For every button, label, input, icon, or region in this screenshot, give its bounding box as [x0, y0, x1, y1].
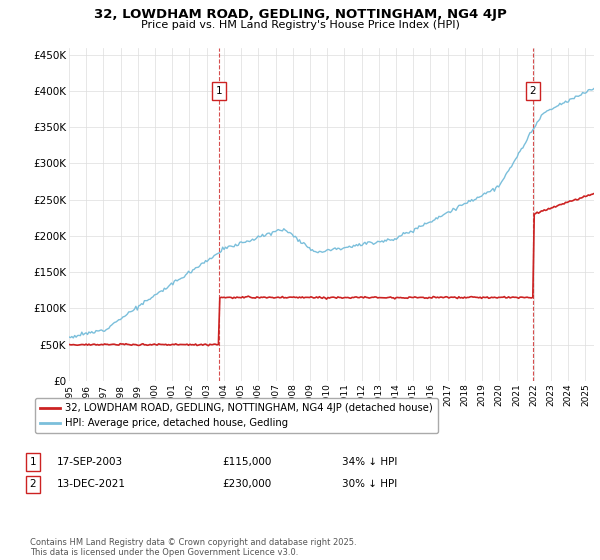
Text: 2: 2: [29, 479, 37, 489]
Text: Contains HM Land Registry data © Crown copyright and database right 2025.
This d: Contains HM Land Registry data © Crown c…: [30, 538, 356, 557]
Text: 34% ↓ HPI: 34% ↓ HPI: [342, 457, 397, 467]
Text: £230,000: £230,000: [222, 479, 271, 489]
Text: 1: 1: [29, 457, 37, 467]
Text: 13-DEC-2021: 13-DEC-2021: [57, 479, 126, 489]
Text: 2: 2: [530, 86, 536, 96]
Text: 30% ↓ HPI: 30% ↓ HPI: [342, 479, 397, 489]
Text: 1: 1: [216, 86, 223, 96]
Text: 32, LOWDHAM ROAD, GEDLING, NOTTINGHAM, NG4 4JP: 32, LOWDHAM ROAD, GEDLING, NOTTINGHAM, N…: [94, 8, 506, 21]
Text: Price paid vs. HM Land Registry's House Price Index (HPI): Price paid vs. HM Land Registry's House …: [140, 20, 460, 30]
Text: £115,000: £115,000: [222, 457, 271, 467]
Text: 17-SEP-2003: 17-SEP-2003: [57, 457, 123, 467]
Legend: 32, LOWDHAM ROAD, GEDLING, NOTTINGHAM, NG4 4JP (detached house), HPI: Average pr: 32, LOWDHAM ROAD, GEDLING, NOTTINGHAM, N…: [35, 398, 438, 433]
